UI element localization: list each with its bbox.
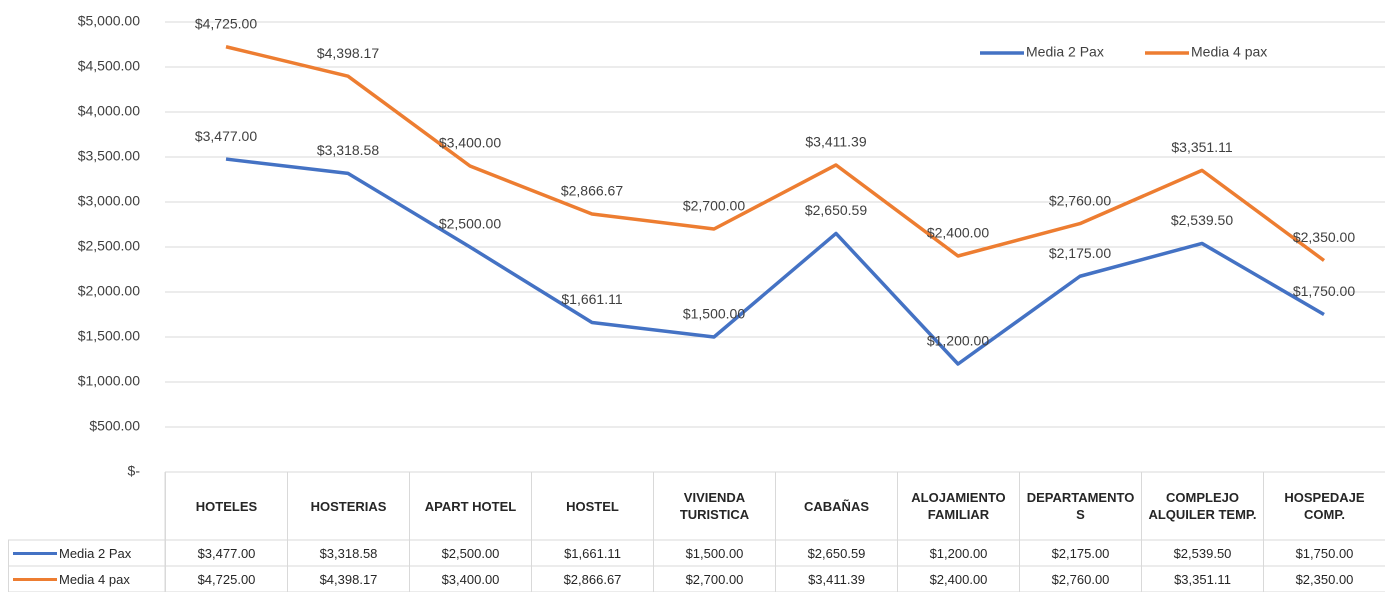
data-label: $1,661.11 <box>561 291 622 307</box>
table-cell: $2,539.50 <box>1141 540 1263 566</box>
table-header: ALOJAMIENTO FAMILIAR <box>897 472 1019 540</box>
table-cell: $2,650.59 <box>775 540 897 566</box>
y-tick-label: $1,000.00 <box>78 373 140 389</box>
table-header: DEPARTAMENTOS <box>1019 472 1141 540</box>
table-cell: $4,398.17 <box>287 566 409 592</box>
table-header: HOSTEL <box>531 472 653 540</box>
series-line <box>225 157 1325 366</box>
table-cell: $2,866.67 <box>531 566 653 592</box>
y-tick-label: $5,000.00 <box>78 13 140 29</box>
table-cell: $3,318.58 <box>287 540 409 566</box>
data-label: $1,500.00 <box>683 306 745 322</box>
data-label: $2,400.00 <box>927 225 989 241</box>
legend-label: Media 2 Pax <box>1026 44 1104 60</box>
table-header: COMPLEJO ALQUILER TEMP. <box>1141 472 1263 540</box>
table-cell: $2,350.00 <box>1263 566 1385 592</box>
data-label: $1,200.00 <box>927 333 989 349</box>
table-cell: $2,760.00 <box>1019 566 1141 592</box>
table-cell: $3,477.00 <box>165 540 287 566</box>
table-cell: $1,750.00 <box>1263 540 1385 566</box>
y-tick-label: $1,500.00 <box>78 328 140 344</box>
table-header: APART HOTEL <box>409 472 531 540</box>
table-header: HOSPEDAJE COMP. <box>1263 472 1385 540</box>
data-label: $2,500.00 <box>439 216 501 232</box>
y-tick-label: $500.00 <box>89 418 140 434</box>
table-cell: $4,725.00 <box>165 566 287 592</box>
table-row-name: Media 4 pax <box>8 566 165 592</box>
y-tick-label: $3,000.00 <box>78 193 140 209</box>
table-header: VIVIENDA TURISTICA <box>653 472 775 540</box>
data-label: $2,650.59 <box>805 202 867 218</box>
data-label: $4,398.17 <box>317 45 379 61</box>
y-tick-label: $- <box>128 463 141 479</box>
legend-swatch <box>13 577 57 581</box>
y-tick-label: $4,000.00 <box>78 103 140 119</box>
series-line <box>225 45 1326 262</box>
table-row-name: Media 2 Pax <box>8 540 165 566</box>
data-label: $3,411.39 <box>805 134 866 150</box>
data-label: $2,866.67 <box>561 183 623 199</box>
table-cell: $3,411.39 <box>775 566 897 592</box>
data-label: $2,175.00 <box>1049 245 1111 261</box>
y-tick-label: $2,000.00 <box>78 283 140 299</box>
table-cell: $2,700.00 <box>653 566 775 592</box>
table-cell: $3,351.11 <box>1141 566 1263 592</box>
row-label: Media 4 pax <box>59 571 130 587</box>
data-label: $1,750.00 <box>1293 283 1355 299</box>
legend-swatch <box>13 551 57 555</box>
legend-label: Media 4 pax <box>1191 44 1267 60</box>
data-label: $3,400.00 <box>439 135 501 151</box>
data-label: $2,350.00 <box>1293 229 1355 245</box>
data-label: $2,539.50 <box>1171 212 1233 228</box>
table-cell: $1,500.00 <box>653 540 775 566</box>
table-cell: $2,500.00 <box>409 540 531 566</box>
y-tick-label: $2,500.00 <box>78 238 140 254</box>
data-label: $3,318.58 <box>317 142 379 158</box>
row-label: Media 2 Pax <box>59 545 132 561</box>
table-header: CABAÑAS <box>775 472 897 540</box>
table-cell: $2,400.00 <box>897 566 1019 592</box>
table-header: HOSTERIAS <box>287 472 409 540</box>
table-cell: $3,400.00 <box>409 566 531 592</box>
table-cell: $1,661.11 <box>531 540 653 566</box>
table-cell: $1,200.00 <box>897 540 1019 566</box>
data-label: $3,477.00 <box>195 128 257 144</box>
data-label: $4,725.00 <box>195 15 257 31</box>
table-cell: $2,175.00 <box>1019 540 1141 566</box>
data-label: $2,700.00 <box>683 198 745 214</box>
y-tick-label: $3,500.00 <box>78 148 140 164</box>
data-label: $3,351.11 <box>1171 139 1232 155</box>
table-header: HOTELES <box>165 472 287 540</box>
y-tick-label: $4,500.00 <box>78 58 140 74</box>
data-label: $2,760.00 <box>1049 192 1111 208</box>
